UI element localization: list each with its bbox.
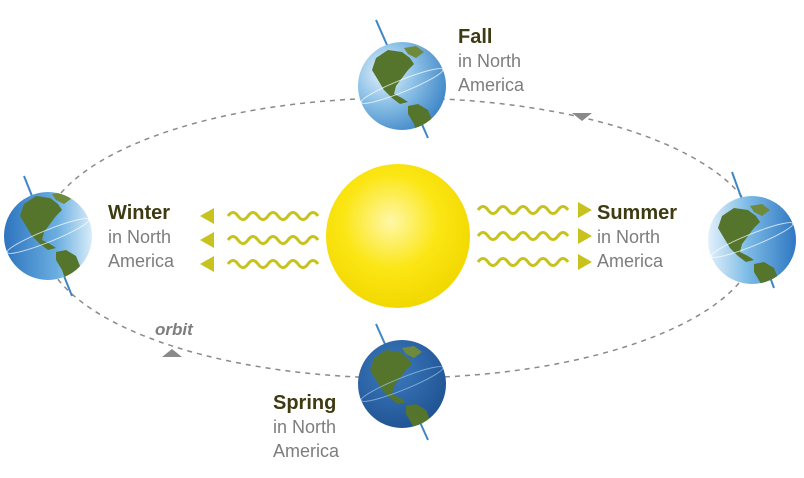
- season-subtitle: America: [273, 441, 340, 461]
- sunlight-wave-arrow-icon: [200, 208, 214, 272]
- season-name: Spring: [273, 392, 337, 414]
- season-label-fall: Fall in North America: [458, 25, 524, 97]
- season-name: Summer: [597, 202, 678, 224]
- earth-globe-icon: [358, 323, 446, 441]
- sunlight-wave-arrow-icon: [226, 211, 320, 269]
- season-subtitle: in North: [108, 227, 172, 247]
- earth-globe-icon: [358, 19, 446, 139]
- earth-globe-icon: [4, 175, 92, 297]
- season-label-winter: Winter in North America: [108, 201, 174, 273]
- sunlight-wave-arrow-icon: [578, 202, 592, 270]
- orbit-label: orbit: [155, 320, 193, 339]
- season-subtitle: in North: [273, 417, 337, 437]
- season-subtitle: in North: [597, 227, 661, 247]
- season-name: Winter: [108, 202, 171, 224]
- orbit-direction-arrow-icon: [572, 113, 592, 121]
- orbit-direction-arrow-icon: [162, 349, 182, 357]
- sunlight-wave-arrow-icon: [476, 205, 570, 267]
- season-name: Fall: [458, 26, 493, 48]
- earth-globe-icon: [708, 171, 796, 289]
- season-label-spring: Spring in North America: [273, 391, 339, 463]
- season-subtitle: in North: [458, 51, 522, 71]
- season-label-summer: Summer in North America: [597, 201, 677, 273]
- season-subtitle: America: [458, 75, 525, 95]
- season-subtitle: America: [597, 251, 664, 271]
- sun-icon: [326, 164, 470, 308]
- season-subtitle: America: [108, 251, 175, 271]
